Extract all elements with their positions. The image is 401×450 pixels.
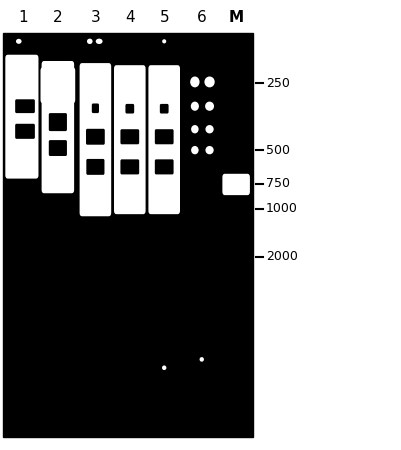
Ellipse shape <box>205 102 214 111</box>
FancyBboxPatch shape <box>155 129 174 144</box>
Ellipse shape <box>162 365 166 370</box>
Text: 4: 4 <box>125 9 135 25</box>
FancyBboxPatch shape <box>92 104 99 113</box>
FancyBboxPatch shape <box>80 63 111 216</box>
Ellipse shape <box>205 146 214 154</box>
Text: 2: 2 <box>53 9 63 25</box>
FancyBboxPatch shape <box>15 99 35 113</box>
Ellipse shape <box>191 102 199 111</box>
FancyBboxPatch shape <box>49 113 67 131</box>
Text: 750: 750 <box>266 177 290 190</box>
FancyBboxPatch shape <box>5 55 38 179</box>
FancyBboxPatch shape <box>42 61 74 193</box>
FancyBboxPatch shape <box>120 159 139 175</box>
Text: 1: 1 <box>18 9 28 25</box>
Text: 250: 250 <box>266 76 290 90</box>
Text: 500: 500 <box>266 144 290 157</box>
FancyBboxPatch shape <box>223 174 250 195</box>
FancyBboxPatch shape <box>86 129 105 145</box>
Text: 3: 3 <box>91 9 100 25</box>
FancyBboxPatch shape <box>41 68 75 103</box>
Text: 1000: 1000 <box>266 202 298 215</box>
FancyBboxPatch shape <box>49 140 67 156</box>
Text: 5: 5 <box>159 9 169 25</box>
FancyBboxPatch shape <box>160 104 168 113</box>
FancyBboxPatch shape <box>86 159 105 175</box>
Text: 2000: 2000 <box>266 250 298 263</box>
Ellipse shape <box>191 125 198 133</box>
FancyBboxPatch shape <box>120 129 139 144</box>
Ellipse shape <box>205 125 214 133</box>
Text: 6: 6 <box>197 9 207 25</box>
FancyBboxPatch shape <box>126 104 134 113</box>
FancyBboxPatch shape <box>7 68 24 112</box>
Ellipse shape <box>190 76 200 87</box>
FancyBboxPatch shape <box>15 124 35 139</box>
FancyBboxPatch shape <box>155 159 174 175</box>
Ellipse shape <box>205 76 215 87</box>
Ellipse shape <box>16 39 22 44</box>
Ellipse shape <box>200 357 204 362</box>
FancyBboxPatch shape <box>114 65 146 214</box>
Ellipse shape <box>87 39 93 44</box>
Ellipse shape <box>162 39 166 44</box>
Ellipse shape <box>96 39 103 44</box>
Bar <box>3 33 253 437</box>
Text: M: M <box>229 9 244 25</box>
FancyBboxPatch shape <box>148 65 180 214</box>
Ellipse shape <box>191 146 198 154</box>
